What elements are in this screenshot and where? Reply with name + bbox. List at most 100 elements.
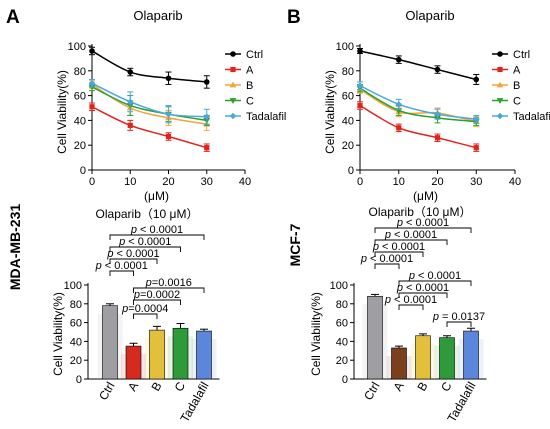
bar-a <box>125 345 142 380</box>
series-line-a <box>359 104 477 149</box>
x-tick-label-a: A <box>125 380 141 394</box>
data-point-ctrl <box>203 79 210 85</box>
x-tick-label-b: B <box>148 380 164 394</box>
y-tick-label: 40 <box>74 115 86 127</box>
bar-tadalafil <box>463 330 479 380</box>
series-line-c <box>359 87 477 123</box>
row-label-mda-mb-231: MDA-MB-231 <box>7 204 23 291</box>
bar-chart-mcf-7: Olaparib（10 μM） 0 20 40 60 80 100 Cell Viabilit… <box>309 205 487 425</box>
y-tick-label: 60 <box>342 91 354 103</box>
significance-bracket <box>398 292 448 298</box>
chart-title: Olaparib（10 μM） <box>96 207 199 221</box>
data-point-a <box>204 145 210 151</box>
legend-marker-tadalafil <box>496 112 504 120</box>
data-point-tadalafil <box>356 82 364 89</box>
x-tick-label-a: A <box>390 380 406 394</box>
legend-label-ctrl: Ctrl <box>513 49 530 61</box>
significance-label: p < 0.0001 <box>106 248 159 260</box>
chart-title: Olaparib <box>405 8 454 23</box>
x-axis-label: (μM) <box>144 189 169 203</box>
y-tick-label: 100 <box>330 280 348 292</box>
data-point-tadalafil <box>395 101 402 108</box>
data-point-tadalafil <box>434 111 441 118</box>
legend-marker-a <box>497 66 503 73</box>
y-tick-label: 100 <box>68 41 86 53</box>
legend-marker-b <box>496 81 504 88</box>
significance-label: p=0.0004 <box>121 303 168 315</box>
legend-label-a: A <box>246 65 254 77</box>
significance-bracket <box>109 270 134 276</box>
series-line-ctrl <box>359 50 477 81</box>
y-tick-label: 20 <box>70 355 82 367</box>
data-point-a <box>127 122 133 128</box>
x-tick-label-c: C <box>172 379 189 394</box>
legend-marker-ctrl <box>497 51 503 57</box>
x-tick-label: 40 <box>509 176 521 188</box>
legend-label-tadalafil: Tadalafil <box>246 111 286 123</box>
significance-bracket <box>374 239 448 245</box>
x-tick-label: 40 <box>239 176 251 188</box>
significance-bracket <box>398 304 424 310</box>
significance-label: p < 0.0001 <box>95 260 148 272</box>
legend-label-tadalafil: Tadalafil <box>513 111 550 123</box>
series-line-ctrl <box>91 50 207 83</box>
y-tick-label: 80 <box>74 66 86 78</box>
significance-label: p < 0.0001 <box>372 241 425 253</box>
y-tick-label: 100 <box>64 280 82 292</box>
y-tick-label: 20 <box>336 355 348 367</box>
x-tick-label: 30 <box>470 176 482 188</box>
significance-bracket <box>109 258 158 264</box>
line-chart-mda-mb-231: Olaparib 0 20 40 60 80 100 0 10 20 30 40 (μM) Cell Vi… <box>55 8 286 203</box>
y-tick-label: 80 <box>70 299 82 311</box>
legend-label-a: A <box>513 65 521 77</box>
bar-tadalafil <box>196 330 212 380</box>
bar-ctrl <box>102 305 118 380</box>
series-line-a <box>91 106 207 149</box>
significance-label: p < 0.0001 <box>396 217 449 229</box>
data-point-tadalafil <box>165 111 172 118</box>
x-tick-label-c: C <box>438 379 455 394</box>
y-axis-label: Cell Viability(%) <box>51 292 65 376</box>
series-line-c <box>91 86 207 122</box>
y-tick-label: 60 <box>336 318 348 330</box>
bar-b <box>149 329 165 380</box>
y-tick-label: 20 <box>74 140 86 152</box>
legend-label-b: B <box>246 80 253 92</box>
line-chart-mcf-7: Olaparib 0 20 40 60 80 100 0 10 20 30 40 (μM) Cell Vi… <box>323 8 550 203</box>
significance-label: p=0.0002 <box>133 289 180 301</box>
significance-label: p=0.0016 <box>145 277 192 289</box>
data-point-ctrl <box>165 75 172 82</box>
significance-bracket <box>109 246 181 252</box>
y-tick-label: 80 <box>336 299 348 311</box>
significance-bracket <box>133 287 205 293</box>
data-point-tadalafil <box>473 115 480 123</box>
legend-label-ctrl: Ctrl <box>246 49 263 61</box>
y-tick-label: 60 <box>74 91 86 103</box>
data-point-a <box>473 145 479 151</box>
y-tick-label: 0 <box>76 374 82 386</box>
legend-marker-a <box>230 66 236 73</box>
data-point-tadalafil <box>203 113 210 120</box>
bar-c <box>439 337 455 380</box>
bar-c <box>172 327 189 380</box>
y-tick-label: 0 <box>80 165 86 177</box>
row-label-mcf-7: MCF-7 <box>287 223 303 266</box>
chart-title: Olaparib <box>133 8 182 23</box>
significance-label: p < 0.0001 <box>384 229 437 241</box>
y-axis-label: Cell Viability(%) <box>323 70 337 154</box>
y-tick-label: 40 <box>336 336 348 348</box>
significance-label: p < 0.0001 <box>118 236 171 248</box>
x-axis-label: (μM) <box>413 189 438 203</box>
bar-a <box>391 347 407 380</box>
legend-marker-ctrl <box>230 51 236 57</box>
y-tick-label: 0 <box>342 374 348 386</box>
bar-b <box>415 335 431 380</box>
data-point-ctrl <box>357 48 363 54</box>
x-tick-label: 20 <box>162 176 174 188</box>
data-point-tadalafil <box>127 98 134 105</box>
data-point-a <box>434 135 441 141</box>
y-tick-label: 40 <box>70 336 82 348</box>
significance-bracket <box>446 321 472 327</box>
